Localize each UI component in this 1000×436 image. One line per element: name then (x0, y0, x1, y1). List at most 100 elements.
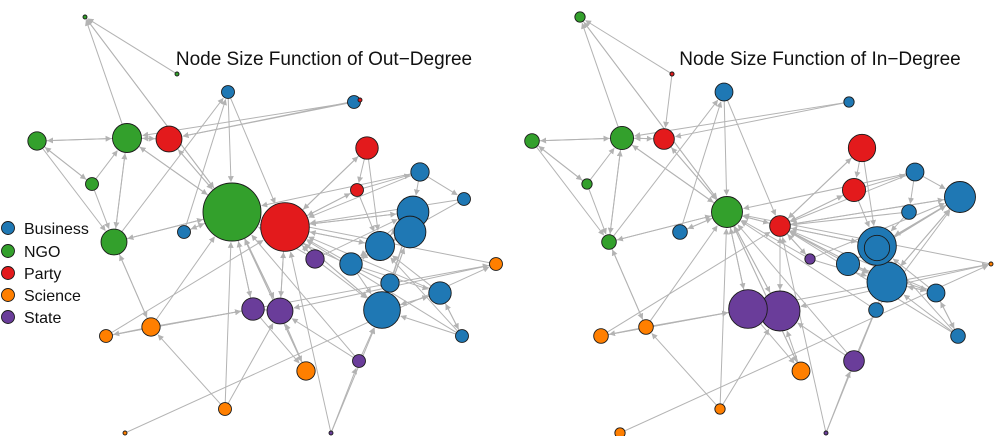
node-science (614, 427, 626, 436)
legend-item-state: State (1, 310, 61, 327)
edge (112, 263, 489, 336)
edge (863, 161, 876, 227)
node-business (457, 192, 471, 206)
edge (651, 333, 717, 406)
node-party (847, 133, 877, 163)
edge (797, 322, 846, 356)
edge (227, 323, 274, 404)
edge (155, 236, 215, 320)
legend-swatch-science (1, 288, 15, 302)
node-ngo (610, 126, 634, 150)
edge (182, 99, 359, 138)
edge (726, 100, 777, 216)
edge (308, 231, 365, 245)
edge (93, 189, 110, 230)
node-business (455, 329, 469, 343)
edge (308, 174, 412, 219)
edge (675, 102, 845, 139)
node-business (905, 162, 925, 182)
edge (95, 150, 118, 180)
edge (607, 149, 622, 234)
node-party (842, 178, 866, 202)
edge (719, 228, 730, 404)
edge (47, 137, 113, 144)
edge-layer-in (536, 20, 990, 432)
edge (400, 314, 456, 335)
edge (445, 303, 460, 331)
panel-title-out: Node Size Function of Out−Degree (176, 49, 472, 70)
edge (361, 327, 375, 356)
node-business (221, 85, 235, 99)
node-business (944, 181, 976, 213)
edge (185, 99, 227, 226)
legend-swatch-state (1, 310, 15, 324)
edge (740, 220, 871, 307)
node-party (155, 125, 183, 153)
edge (227, 98, 234, 183)
edge (392, 255, 432, 287)
edge (723, 100, 730, 196)
edge (737, 224, 848, 354)
edge (722, 328, 770, 405)
node-party (769, 215, 791, 237)
edge (278, 251, 285, 298)
node-business (393, 215, 427, 249)
edge (780, 236, 827, 432)
node-layer-in (524, 11, 994, 436)
node-science (638, 319, 654, 335)
node-science (122, 430, 128, 436)
node-ngo (27, 131, 47, 151)
node-party (260, 202, 310, 252)
edge (588, 188, 607, 235)
edge (288, 251, 332, 432)
edge (259, 317, 300, 364)
node-business (843, 96, 855, 108)
node-ngo (711, 196, 743, 228)
edge (87, 18, 176, 74)
panel-in-degree: Node Size Function of In−Degree (524, 11, 994, 436)
edge (940, 301, 956, 330)
edge (681, 101, 723, 226)
edge (302, 156, 359, 211)
edge (237, 240, 253, 298)
edge (583, 21, 719, 200)
node-business (672, 224, 688, 240)
node-science (489, 257, 503, 271)
node-ngo (524, 133, 540, 149)
node-business (836, 252, 860, 276)
edge (321, 264, 367, 299)
node-ngo (574, 11, 586, 23)
node-business (428, 281, 452, 305)
edge (786, 233, 806, 255)
node-ngo (82, 14, 88, 20)
edge (224, 241, 234, 403)
edge (729, 227, 746, 290)
edge (789, 195, 843, 222)
edge (854, 161, 861, 178)
edge (608, 262, 989, 336)
edge (306, 193, 351, 217)
edge (892, 258, 930, 288)
edge (536, 146, 605, 236)
edge (121, 97, 224, 232)
legend-item-science: Science (1, 288, 81, 305)
edge (606, 231, 771, 333)
edge (323, 219, 398, 256)
node-layer-out (27, 14, 503, 436)
node-business (868, 302, 884, 318)
node-science (141, 317, 161, 337)
node-ngo (202, 182, 262, 242)
edge (399, 295, 429, 306)
edge (251, 234, 356, 357)
node-science (296, 361, 316, 381)
legend-label-ngo: NGO (24, 244, 60, 261)
edge (43, 146, 87, 180)
legend-swatch-business (1, 221, 15, 235)
edge (908, 180, 915, 204)
node-science (714, 403, 726, 415)
edge (741, 219, 806, 257)
node-state (241, 297, 265, 321)
edge (42, 147, 106, 231)
edge (687, 217, 713, 230)
node-science (218, 402, 232, 416)
